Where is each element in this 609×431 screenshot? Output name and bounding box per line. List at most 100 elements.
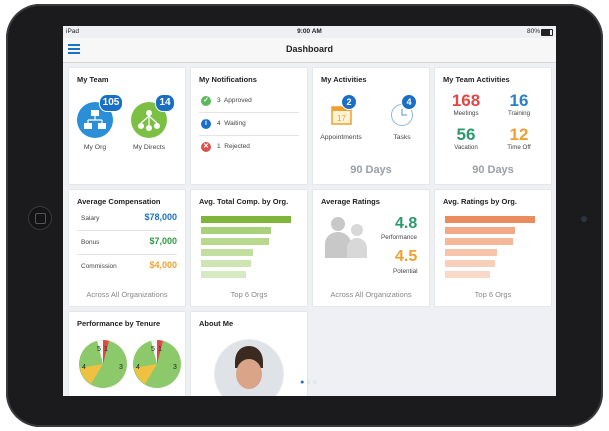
card-footer: Across All Organizations: [86, 290, 168, 299]
info-icon: i: [201, 119, 211, 129]
bonus-value: $7,000: [149, 236, 177, 246]
card-title: Avg. Ratings by Org.: [443, 197, 517, 206]
check-icon: ✓: [201, 96, 211, 106]
commission-label: Commission: [81, 263, 117, 270]
page-title: Dashboard: [285, 44, 333, 54]
salary-value: $78,000: [144, 212, 177, 222]
appointments-count-badge: 2: [341, 94, 357, 110]
team-activities-period: 90 Days: [472, 164, 514, 176]
bar-3: [445, 238, 514, 245]
card-title: My Activities: [321, 75, 367, 84]
vacation-stat: 56 Vacation: [441, 125, 491, 152]
performance-label: Performance: [381, 234, 418, 241]
training-count: 16: [509, 91, 529, 110]
pie2-label-d: 4: [136, 364, 140, 371]
commission-value: $4,000: [149, 260, 177, 270]
pie1-label-a: 5: [97, 346, 101, 353]
my-directs-label: My Directs: [132, 144, 166, 151]
bar-6: [445, 271, 490, 278]
card-about-me[interactable]: About Me: [191, 312, 307, 396]
bar-2: [445, 227, 516, 234]
timeoff-label: Time Off: [507, 144, 531, 151]
card-avg-ratings[interactable]: Average Ratings 4.8 Performance 4.5 Pote…: [313, 190, 429, 306]
pie2-label-b: 1: [158, 346, 162, 353]
battery-icon: [541, 29, 553, 36]
carrier-label: iPad: [66, 28, 80, 35]
card-avg-compensation[interactable]: Average Compensation Salary $78,000 Bonu…: [69, 190, 185, 306]
timeoff-count: 12: [509, 125, 529, 144]
card-my-activities[interactable]: My Activities 17 2 Appointments 4 Tasks …: [313, 68, 429, 184]
timeoff-stat: 12 Time Off: [497, 125, 541, 152]
card-notifications[interactable]: My Notifications ✓ 3 Approved i 4 Waitin…: [191, 68, 307, 184]
pie1-label-c: 3: [119, 364, 123, 371]
status-bar: iPad 9:00 AM 80%: [63, 26, 556, 38]
salary-label: Salary: [81, 215, 100, 222]
card-my-team[interactable]: My Team 105 My Org 14 My Directs: [69, 68, 185, 184]
pie1-label-b: 1: [104, 346, 108, 353]
bar-5: [445, 260, 496, 267]
bar-2: [201, 227, 272, 234]
bar-1: [201, 216, 291, 223]
performance-rating: 4.8: [395, 215, 418, 232]
pie2-label-c: 3: [173, 364, 177, 371]
pie2-label-a: 5: [151, 346, 155, 353]
page-indicator[interactable]: ●○○: [63, 379, 556, 386]
rejected-label: Rejected: [224, 143, 250, 150]
org-count-badge: 105: [99, 94, 123, 112]
card-total-comp[interactable]: Avg. Total Comp. by Org. Top 6 Orgs: [191, 190, 307, 306]
screen: iPad 9:00 AM 80% Dashboard My Team 105 M…: [63, 26, 556, 396]
meetings-count: 168: [451, 91, 481, 110]
card-title: Average Compensation: [77, 197, 161, 206]
card-team-activities[interactable]: My Team Activities 168 Meetings 16 Train…: [435, 68, 551, 184]
page-dot: ○: [306, 379, 313, 386]
camera-icon: [581, 216, 587, 222]
vacation-count: 56: [456, 125, 476, 144]
card-title: My Notifications: [199, 75, 257, 84]
pie1-label-d: 4: [82, 364, 86, 371]
meetings-stat: 168 Meetings: [441, 91, 491, 118]
home-button[interactable]: [28, 206, 52, 230]
card-title: About Me: [199, 319, 234, 328]
status-time: 9:00 AM: [297, 28, 322, 35]
card-footer: Top 6 Orgs: [230, 290, 268, 299]
notification-approved[interactable]: ✓ 3 Approved: [199, 90, 299, 113]
x-icon: ✕: [201, 142, 211, 152]
avatar: [214, 339, 284, 396]
bar-4: [201, 249, 254, 256]
nav-bar: Dashboard: [63, 38, 556, 63]
meetings-label: Meetings: [453, 110, 479, 117]
notification-waiting[interactable]: i 4 Waiting: [199, 113, 299, 136]
bonus-label: Bonus: [81, 239, 100, 246]
card-title: Performance by Tenure: [77, 319, 161, 328]
training-stat: 16 Training: [497, 91, 541, 118]
card-performance-tenure[interactable]: Performance by Tenure 5 1 3 4 5 1 3 4: [69, 312, 185, 396]
commission-row: Commission $4,000: [77, 254, 177, 278]
directs-count-badge: 14: [155, 94, 175, 112]
menu-icon[interactable]: [68, 44, 80, 54]
rejected-count: 1: [217, 143, 221, 150]
appointments-label: Appointments: [320, 134, 362, 141]
my-org-label: My Org: [83, 144, 107, 151]
card-title: My Team Activities: [443, 75, 510, 84]
card-ratings-by-org[interactable]: Avg. Ratings by Org. Top 6 Orgs: [435, 190, 551, 306]
waiting-count: 4: [217, 120, 221, 127]
page-dot: ○: [312, 379, 319, 386]
bar-6: [201, 271, 246, 278]
tenure-pie-1: 5 1 3 4: [79, 340, 127, 388]
salary-row: Salary $78,000: [77, 206, 177, 231]
waiting-label: Waiting: [224, 120, 246, 127]
tasks-label: Tasks: [393, 134, 411, 141]
card-title: Avg. Total Comp. by Org.: [199, 197, 289, 206]
card-title: My Team: [77, 75, 109, 84]
bar-1: [445, 216, 535, 223]
approved-count: 3: [217, 97, 221, 104]
calendar-day: 17: [337, 114, 346, 123]
card-title: Average Ratings: [321, 197, 380, 206]
notification-rejected[interactable]: ✕ 1 Rejected: [199, 136, 299, 158]
bar-4: [445, 249, 498, 256]
bonus-row: Bonus $7,000: [77, 230, 177, 255]
card-footer: Top 6 Orgs: [474, 290, 512, 299]
calendar-icon: 17: [331, 104, 352, 125]
potential-rating: 4.5: [395, 248, 418, 265]
people-icon: [321, 214, 371, 262]
